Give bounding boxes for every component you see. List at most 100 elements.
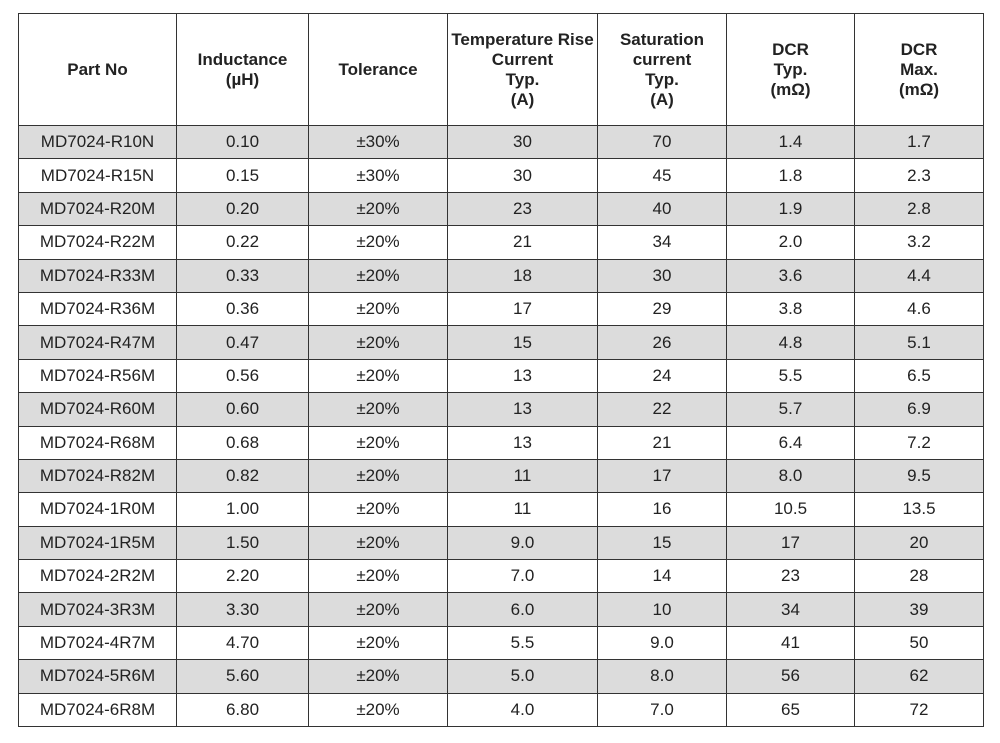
table-row: MD7024-3R3M 3.30 ±20% 6.0 10 34 39 bbox=[18, 592, 984, 627]
cell-temp-rise-current: 17 bbox=[447, 291, 598, 327]
cell-part-no: MD7024-6R8M bbox=[18, 692, 177, 728]
cell-part-no: MD7024-1R0M bbox=[18, 492, 177, 527]
cell-saturation-current: 7.0 bbox=[597, 692, 727, 728]
cell-inductance: 0.82 bbox=[176, 458, 309, 494]
cell-dcr-max: 9.5 bbox=[854, 458, 984, 494]
cell-tolerance: ±20% bbox=[308, 525, 448, 561]
header-tolerance: Tolerance bbox=[308, 13, 448, 126]
cell-part-no: MD7024-R33M bbox=[18, 258, 177, 293]
table-row: MD7024-R68M 0.68 ±20% 13 21 6.4 7.2 bbox=[18, 425, 984, 460]
cell-tolerance: ±30% bbox=[308, 158, 448, 193]
table-row: MD7024-R36M 0.36 ±20% 17 29 3.8 4.6 bbox=[18, 291, 984, 327]
cell-saturation-current: 10 bbox=[597, 592, 727, 627]
cell-inductance: 6.80 bbox=[176, 692, 309, 728]
table-header: Part No Inductance (µH) Tolerance Temper… bbox=[18, 13, 984, 126]
cell-inductance: 0.60 bbox=[176, 392, 309, 427]
cell-dcr-max: 50 bbox=[854, 625, 984, 661]
cell-part-no: MD7024-R47M bbox=[18, 325, 177, 360]
table-row: MD7024-R82M 0.82 ±20% 11 17 8.0 9.5 bbox=[18, 458, 984, 494]
cell-dcr-typ: 41 bbox=[726, 625, 855, 661]
header-row: Part No Inductance (µH) Tolerance Temper… bbox=[18, 13, 984, 126]
cell-saturation-current: 16 bbox=[597, 492, 727, 527]
cell-dcr-max: 5.1 bbox=[854, 325, 984, 360]
cell-saturation-current: 8.0 bbox=[597, 659, 727, 694]
cell-temp-rise-current: 9.0 bbox=[447, 525, 598, 561]
cell-inductance: 0.68 bbox=[176, 425, 309, 460]
cell-temp-rise-current: 21 bbox=[447, 225, 598, 260]
cell-inductance: 0.36 bbox=[176, 291, 309, 327]
cell-tolerance: ±20% bbox=[308, 559, 448, 594]
header-temperature-rise-current: Temperature Rise Current Typ. (A) bbox=[447, 13, 598, 126]
cell-part-no: MD7024-R36M bbox=[18, 291, 177, 327]
cell-temp-rise-current: 6.0 bbox=[447, 592, 598, 627]
cell-temp-rise-current: 11 bbox=[447, 458, 598, 494]
cell-tolerance: ±20% bbox=[308, 458, 448, 494]
cell-tolerance: ±20% bbox=[308, 425, 448, 460]
header-dcr-max: DCR Max. (mΩ) bbox=[854, 13, 984, 126]
cell-dcr-max: 13.5 bbox=[854, 492, 984, 527]
inductor-spec-table: Part No Inductance (µH) Tolerance Temper… bbox=[18, 13, 984, 728]
cell-tolerance: ±30% bbox=[308, 124, 448, 160]
cell-saturation-current: 30 bbox=[597, 258, 727, 293]
cell-dcr-max: 7.2 bbox=[854, 425, 984, 460]
cell-dcr-max: 2.8 bbox=[854, 191, 984, 227]
cell-tolerance: ±20% bbox=[308, 191, 448, 227]
cell-tolerance: ±20% bbox=[308, 692, 448, 728]
table-row: MD7024-1R0M 1.00 ±20% 11 16 10.5 13.5 bbox=[18, 492, 984, 527]
cell-tolerance: ±20% bbox=[308, 291, 448, 327]
cell-inductance: 5.60 bbox=[176, 659, 309, 694]
cell-dcr-typ: 10.5 bbox=[726, 492, 855, 527]
cell-inductance: 0.47 bbox=[176, 325, 309, 360]
table-row: MD7024-R33M 0.33 ±20% 18 30 3.6 4.4 bbox=[18, 258, 984, 293]
table-row: MD7024-R22M 0.22 ±20% 21 34 2.0 3.2 bbox=[18, 225, 984, 260]
cell-inductance: 3.30 bbox=[176, 592, 309, 627]
cell-tolerance: ±20% bbox=[308, 325, 448, 360]
cell-part-no: MD7024-R15N bbox=[18, 158, 177, 193]
cell-dcr-typ: 1.4 bbox=[726, 124, 855, 160]
cell-inductance: 2.20 bbox=[176, 559, 309, 594]
header-saturation-current: Saturation current Typ. (A) bbox=[597, 13, 727, 126]
table-row: MD7024-R10N 0.10 ±30% 30 70 1.4 1.7 bbox=[18, 124, 984, 160]
table-row: MD7024-R56M 0.56 ±20% 13 24 5.5 6.5 bbox=[18, 358, 984, 394]
cell-part-no: MD7024-R22M bbox=[18, 225, 177, 260]
cell-dcr-max: 1.7 bbox=[854, 124, 984, 160]
cell-temp-rise-current: 15 bbox=[447, 325, 598, 360]
cell-part-no: MD7024-R60M bbox=[18, 392, 177, 427]
cell-tolerance: ±20% bbox=[308, 225, 448, 260]
cell-inductance: 0.15 bbox=[176, 158, 309, 193]
header-part-no: Part No bbox=[18, 13, 177, 126]
table-row: MD7024-1R5M 1.50 ±20% 9.0 15 17 20 bbox=[18, 525, 984, 561]
cell-saturation-current: 9.0 bbox=[597, 625, 727, 661]
table-row: MD7024-R15N 0.15 ±30% 30 45 1.8 2.3 bbox=[18, 158, 984, 193]
cell-saturation-current: 22 bbox=[597, 392, 727, 427]
cell-dcr-typ: 2.0 bbox=[726, 225, 855, 260]
cell-temp-rise-current: 13 bbox=[447, 392, 598, 427]
table-row: MD7024-6R8M 6.80 ±20% 4.0 7.0 65 72 bbox=[18, 692, 984, 728]
cell-dcr-typ: 8.0 bbox=[726, 458, 855, 494]
cell-temp-rise-current: 18 bbox=[447, 258, 598, 293]
cell-dcr-typ: 65 bbox=[726, 692, 855, 728]
cell-dcr-typ: 17 bbox=[726, 525, 855, 561]
cell-part-no: MD7024-R20M bbox=[18, 191, 177, 227]
cell-dcr-max: 6.5 bbox=[854, 358, 984, 394]
cell-tolerance: ±20% bbox=[308, 592, 448, 627]
cell-dcr-max: 62 bbox=[854, 659, 984, 694]
table-body: MD7024-R10N 0.10 ±30% 30 70 1.4 1.7 MD7024-R15N… bbox=[18, 124, 984, 728]
cell-saturation-current: 70 bbox=[597, 124, 727, 160]
table-row: MD7024-2R2M 2.20 ±20% 7.0 14 23 28 bbox=[18, 559, 984, 594]
cell-saturation-current: 45 bbox=[597, 158, 727, 193]
cell-part-no: MD7024-R10N bbox=[18, 124, 177, 160]
cell-inductance: 0.22 bbox=[176, 225, 309, 260]
cell-tolerance: ±20% bbox=[308, 492, 448, 527]
cell-temp-rise-current: 30 bbox=[447, 124, 598, 160]
cell-temp-rise-current: 7.0 bbox=[447, 559, 598, 594]
cell-tolerance: ±20% bbox=[308, 358, 448, 394]
table-row: MD7024-R60M 0.60 ±20% 13 22 5.7 6.9 bbox=[18, 392, 984, 427]
cell-temp-rise-current: 30 bbox=[447, 158, 598, 193]
cell-part-no: MD7024-R68M bbox=[18, 425, 177, 460]
cell-part-no: MD7024-1R5M bbox=[18, 525, 177, 561]
cell-tolerance: ±20% bbox=[308, 258, 448, 293]
cell-dcr-typ: 5.7 bbox=[726, 392, 855, 427]
cell-part-no: MD7024-R82M bbox=[18, 458, 177, 494]
cell-temp-rise-current: 5.5 bbox=[447, 625, 598, 661]
